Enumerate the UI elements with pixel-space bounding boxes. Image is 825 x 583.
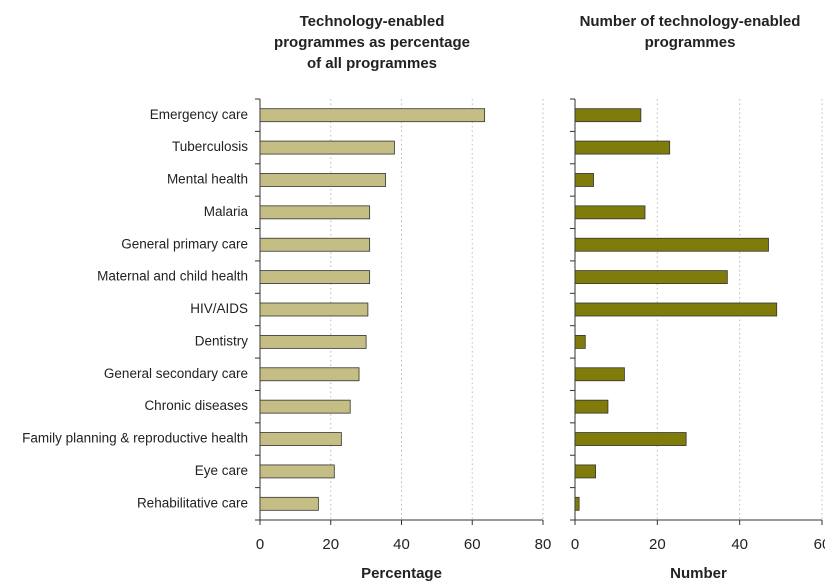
bar xyxy=(574,367,625,382)
bar xyxy=(259,334,367,349)
bar xyxy=(574,334,586,349)
chart-title: Technology-enabled xyxy=(300,13,445,30)
x-tick-label: 40 xyxy=(393,536,410,553)
bar xyxy=(574,464,596,479)
y-tick-label: Family planning & reproductive health xyxy=(22,431,248,446)
bar xyxy=(574,108,642,123)
x-tick-label: 40 xyxy=(731,536,748,553)
bar xyxy=(574,432,687,446)
bar xyxy=(259,108,486,123)
y-tick-label: Tuberculosis xyxy=(172,139,248,154)
chart-title: programmes xyxy=(645,34,736,51)
x-tick-label: 0 xyxy=(571,536,579,553)
bar xyxy=(574,496,580,511)
x-tick-label: 20 xyxy=(649,536,666,553)
bar xyxy=(259,496,319,511)
bar xyxy=(259,205,371,220)
x-tick-label: 60 xyxy=(464,536,481,553)
x-axis-title: Percentage xyxy=(361,565,442,582)
y-tick-label: Dentistry xyxy=(195,333,249,348)
bar xyxy=(259,464,335,479)
bar xyxy=(574,140,671,155)
y-tick-label: Emergency care xyxy=(150,107,248,122)
bar xyxy=(259,302,369,317)
bar xyxy=(574,302,778,317)
bar xyxy=(574,399,609,414)
bar xyxy=(574,173,594,187)
x-axis-title: Number xyxy=(670,565,727,582)
y-tick-label: HIV/AIDS xyxy=(190,301,248,316)
bar xyxy=(259,173,386,187)
bar xyxy=(259,367,360,382)
chart-title: programmes as percentage xyxy=(274,34,470,51)
y-tick-label: General secondary care xyxy=(104,366,248,381)
bar xyxy=(259,399,351,414)
x-tick-label: 80 xyxy=(535,536,552,553)
bar xyxy=(574,237,769,252)
y-tick-label: Malaria xyxy=(204,204,249,219)
bar xyxy=(259,270,371,285)
y-tick-label: Rehabilitative care xyxy=(137,495,248,510)
y-tick-label: Mental health xyxy=(167,172,248,187)
x-tick-label: 20 xyxy=(322,536,339,553)
bar xyxy=(259,140,395,155)
y-tick-label: Maternal and child health xyxy=(97,269,248,284)
chart-title: of all programmes xyxy=(307,55,437,72)
bar xyxy=(259,237,371,252)
x-tick-label: 60 xyxy=(814,536,825,553)
bar xyxy=(259,432,342,446)
y-tick-label: General primary care xyxy=(121,236,248,251)
bar xyxy=(574,205,646,220)
y-tick-label: Eye care xyxy=(195,463,248,478)
y-tick-label: Chronic diseases xyxy=(144,398,248,413)
chart-title: Number of technology-enabled xyxy=(580,13,801,30)
x-tick-label: 0 xyxy=(256,536,264,553)
bar xyxy=(574,270,728,285)
